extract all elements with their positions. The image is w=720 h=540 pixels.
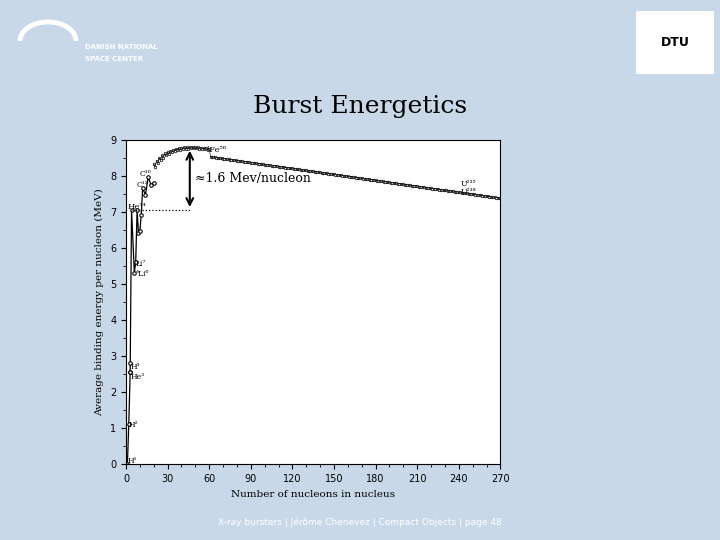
FancyBboxPatch shape — [658, 61, 663, 66]
Text: ⁴Li⁶: ⁴Li⁶ — [136, 270, 150, 278]
Text: H²: H² — [129, 421, 139, 429]
Text: U²³⁸: U²³⁸ — [460, 188, 476, 197]
Text: ¹Fe⁵⁶: ¹Fe⁵⁶ — [207, 146, 226, 154]
Text: U²³⁵: U²³⁵ — [460, 180, 476, 188]
Text: Burst Energetics: Burst Energetics — [253, 94, 467, 118]
Text: Li⁷: Li⁷ — [136, 260, 146, 268]
FancyBboxPatch shape — [665, 47, 670, 52]
Text: He³: He³ — [130, 373, 145, 381]
Text: C¹²: C¹² — [137, 181, 149, 189]
Text: H³: H³ — [130, 363, 140, 371]
FancyBboxPatch shape — [665, 54, 670, 59]
Text: H¹: H¹ — [128, 457, 138, 464]
FancyBboxPatch shape — [658, 47, 663, 52]
Text: He³⁴: He³⁴ — [127, 203, 147, 211]
Text: SPACE CENTER: SPACE CENTER — [85, 56, 143, 62]
Text: DANISH NATIONAL: DANISH NATIONAL — [85, 44, 158, 50]
Text: X-ray bursters | Jérôme Chenevez | Compact Objects | page 48: X-ray bursters | Jérôme Chenevez | Compa… — [218, 518, 502, 527]
Text: ≈1.6 Mev/nucleon: ≈1.6 Mev/nucleon — [195, 172, 311, 185]
FancyBboxPatch shape — [658, 54, 663, 59]
Text: C¹⁶: C¹⁶ — [139, 171, 151, 178]
Text: DTU: DTU — [660, 36, 690, 49]
Y-axis label: Average binding energy per nucleon (MeV): Average binding energy per nucleon (MeV) — [95, 188, 104, 416]
FancyBboxPatch shape — [665, 61, 670, 66]
X-axis label: Number of nucleons in nucleus: Number of nucleons in nucleus — [231, 490, 395, 498]
